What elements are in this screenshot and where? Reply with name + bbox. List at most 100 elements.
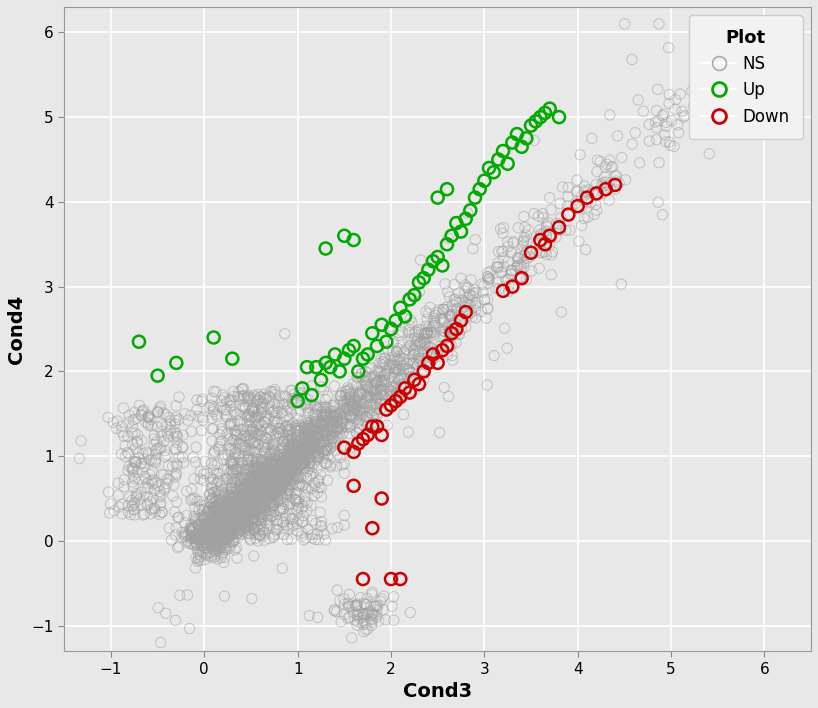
Point	[227, 469, 240, 480]
Point	[232, 490, 245, 501]
Point	[239, 499, 252, 510]
Point	[658, 109, 671, 120]
Point	[225, 481, 238, 492]
Point	[328, 604, 341, 615]
Point	[258, 446, 272, 457]
Point	[205, 435, 218, 447]
Point	[290, 495, 303, 506]
Point	[282, 469, 295, 480]
Point	[403, 314, 416, 325]
Point	[136, 405, 149, 416]
Point	[189, 562, 202, 573]
Point	[239, 473, 252, 484]
Point	[402, 365, 415, 377]
Point	[221, 523, 234, 535]
Point	[224, 524, 237, 535]
Point	[304, 444, 317, 455]
Point	[272, 402, 285, 413]
Point	[251, 496, 264, 507]
Point	[304, 442, 317, 454]
Point	[194, 555, 207, 566]
Point	[239, 402, 252, 413]
Point	[293, 419, 306, 430]
Point	[319, 535, 332, 546]
Point	[244, 484, 257, 496]
Point	[414, 254, 427, 266]
Point	[215, 534, 228, 545]
Point	[272, 485, 285, 496]
Point	[260, 410, 273, 421]
Point	[481, 267, 494, 278]
Point	[280, 469, 293, 480]
Point	[178, 530, 191, 541]
Point	[211, 553, 224, 564]
Point	[228, 521, 241, 532]
Point	[267, 490, 280, 501]
Point	[204, 530, 218, 542]
Point	[244, 504, 257, 515]
Point	[205, 493, 218, 504]
Point	[221, 522, 234, 533]
Point	[273, 467, 286, 479]
Point	[256, 406, 269, 418]
Point	[445, 328, 458, 339]
Point	[703, 148, 716, 159]
Point	[407, 288, 420, 299]
Point	[369, 401, 382, 413]
Point	[229, 450, 242, 461]
Point	[459, 213, 472, 224]
Point	[263, 459, 276, 470]
Point	[519, 132, 533, 144]
Point	[249, 412, 262, 423]
Point	[285, 462, 298, 473]
Point	[466, 290, 479, 302]
Point	[364, 600, 377, 612]
Point	[209, 505, 222, 516]
Point	[248, 394, 261, 405]
Point	[219, 538, 232, 549]
Point	[259, 483, 272, 494]
Point	[254, 479, 267, 490]
Point	[190, 537, 203, 549]
Point	[392, 382, 405, 394]
Point	[259, 492, 272, 503]
Point	[234, 439, 247, 450]
Point	[200, 532, 213, 544]
Point	[176, 532, 189, 543]
Point	[328, 605, 341, 617]
Point	[303, 426, 316, 438]
Point	[216, 549, 229, 561]
Point	[307, 439, 320, 450]
Point	[240, 490, 254, 501]
Point	[268, 445, 281, 456]
Point	[243, 508, 256, 519]
Point	[154, 637, 167, 649]
Point	[248, 437, 261, 448]
Point	[137, 404, 151, 416]
Point	[438, 278, 452, 290]
Point	[276, 491, 289, 502]
Point	[151, 443, 164, 455]
Point	[209, 527, 222, 538]
Point	[221, 428, 234, 439]
Point	[195, 535, 208, 546]
Point	[197, 468, 210, 479]
Point	[218, 552, 231, 563]
Point	[552, 219, 565, 230]
Point	[222, 490, 236, 501]
Point	[414, 337, 427, 348]
Point	[415, 355, 428, 367]
Point	[115, 498, 128, 510]
Point	[308, 490, 321, 501]
Point	[299, 430, 312, 441]
Point	[400, 363, 413, 375]
Point	[316, 419, 329, 430]
Point	[245, 464, 258, 476]
Point	[223, 479, 236, 491]
Point	[385, 386, 398, 397]
Point	[299, 394, 312, 405]
Point	[197, 527, 210, 538]
Point	[245, 490, 258, 501]
Point	[213, 532, 226, 543]
Point	[357, 353, 370, 365]
